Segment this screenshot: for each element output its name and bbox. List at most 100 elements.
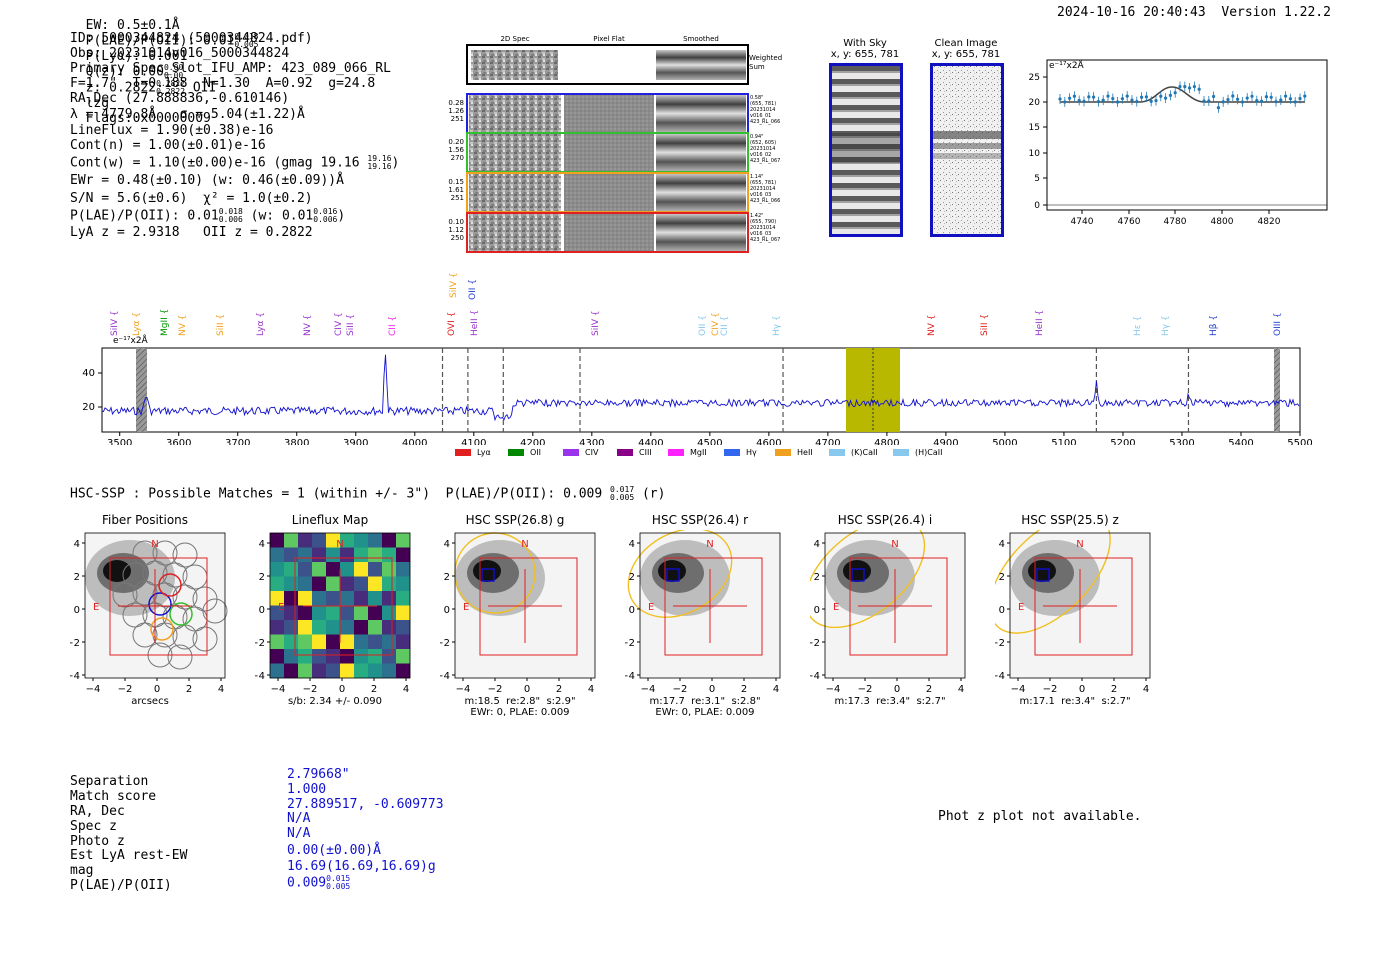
cutout-ytick-label: 0	[259, 605, 265, 616]
cutout-ytick-label: −2	[810, 638, 820, 649]
cutout-ytick-label: 2	[74, 572, 80, 583]
spectrum-xtick-label: 4300	[579, 438, 604, 445]
info-plae-line: P(LAE)/P(OII): 0.01 0.018 0.006 (w: 0.01 0.…	[70, 207, 346, 224]
stamp-row-4	[466, 212, 749, 253]
match-val-plae-hi: 0.015	[326, 874, 351, 883]
zoom-point	[1120, 97, 1124, 101]
spectrum-xtick-label: 3500	[107, 438, 132, 445]
cutout-xtick-label: 2	[556, 684, 562, 695]
cutout-xtick-label: −2	[118, 684, 133, 695]
search-box	[664, 557, 763, 656]
lineflux-pixel	[382, 533, 397, 548]
stamp-3-l2: 251	[450, 194, 464, 202]
zoom-point	[1159, 94, 1163, 98]
lineflux-pixel	[312, 576, 327, 592]
lineflux-pixel	[326, 605, 341, 621]
spectrum-mask-left	[136, 348, 147, 432]
spectrum-xtick-label: 5100	[1051, 438, 1076, 445]
lineflux-pixel	[270, 649, 285, 664]
cutout-frame	[84, 532, 226, 679]
cutout-xtick-label: −4	[826, 684, 841, 695]
header-ew-unit: Å	[171, 18, 180, 33]
lineflux-pixel	[396, 547, 411, 563]
legend-swatch	[829, 449, 845, 456]
aperture-box	[666, 568, 680, 582]
lineflux-pixel	[298, 663, 313, 679]
zoom-point	[1192, 84, 1196, 89]
aperture-box	[851, 568, 865, 582]
match-label-radec: RA, Dec	[70, 804, 125, 819]
zoom-point	[1101, 98, 1105, 102]
cutout-ytick-label: 4	[814, 539, 820, 550]
cutout-xtick-label: −2	[303, 684, 318, 695]
spectrum-xtick-label: 4900	[933, 438, 958, 445]
info-id: ID: 5000344824 (5000344824.pdf)	[70, 31, 313, 46]
info-lambda: λ = 4779.8Å σ = 5.04(±1.22)Å	[70, 107, 305, 122]
spectrum-plot: 40 20 3500 3600 3700 3800 3900 4000 4100 4200 430…	[82, 347, 1313, 445]
spectral-line-label: SiIV {	[449, 272, 459, 298]
lineflux-pixel	[298, 576, 313, 592]
match-label-photoz: Photo z	[70, 834, 125, 849]
fiber-circle-red	[158, 573, 182, 597]
north-label: N	[1076, 539, 1083, 550]
cutout-xtick-label: −4	[641, 684, 656, 695]
zoom-point	[1116, 100, 1120, 104]
spectral-line-label: OVI {	[447, 311, 457, 336]
lineflux-pixel	[354, 605, 369, 621]
info-radec: RA,Dec (27.888836,-0.610146)	[70, 91, 290, 106]
clean-image-title-block: Clean Image x, y: 655, 781	[926, 38, 1006, 60]
spectrum-xtick-label: 4400	[638, 438, 663, 445]
lineflux-pixel	[396, 562, 411, 577]
lineflux-pixel	[340, 649, 355, 664]
lineflux-pixel	[340, 605, 355, 621]
match-label-mag: mag	[70, 863, 94, 878]
zoom-point	[1135, 100, 1139, 104]
stamp-row-3-right: 1.14" (655, 781) 20231014 v016_03 423_RL_066	[750, 174, 780, 204]
cutout-caption: m:17.3 re:3.4" s:2.7"	[834, 696, 946, 707]
lineflux-pixel	[354, 591, 369, 606]
stamp-2-r2: 20231014	[750, 146, 776, 152]
stamp-4-r0: 1.42"	[750, 213, 764, 219]
search-box	[294, 557, 393, 656]
cutout-xtick-label: −2	[858, 684, 873, 695]
cutout-xtick-label: 2	[186, 684, 192, 695]
fiber-circle-orange	[150, 617, 174, 641]
zoom-xtick-label: 4800	[1211, 217, 1234, 227]
header-version: Version 1.22.2	[1221, 5, 1331, 20]
fiber-circle	[112, 582, 138, 608]
cutout-ytick-label: −2	[255, 638, 265, 649]
north-label: N	[706, 539, 713, 550]
aperture-box	[481, 568, 495, 582]
lineflux-pixel	[284, 634, 299, 650]
cutout-xtick-label: 2	[1111, 684, 1117, 695]
info-contw-lo: 19.16	[367, 162, 392, 171]
lineflux-pixel	[368, 576, 383, 592]
info-sn: S/N = 5.6(±0.6) χ² = 1.0(±0.2)	[70, 191, 313, 206]
match-label-ew: Est LyA rest-EW	[70, 848, 188, 863]
info-lineflux: LineFlux = 1.90(±0.38)e-16	[70, 123, 274, 138]
north-label: N	[151, 539, 158, 550]
cutout-xtick-label: 0	[894, 684, 900, 695]
zoom-point	[1092, 95, 1096, 99]
spectral-line-label: CIV {	[334, 312, 344, 336]
cutout-caption: m:17.1 re:3.4" s:2.7"	[1019, 696, 1131, 707]
cutout-xtick-label: −4	[1011, 684, 1026, 695]
stamps-svg	[466, 44, 749, 253]
stamp-4-r2: 20231014	[750, 225, 776, 231]
source-ellipse	[454, 532, 536, 614]
cutout-panel: N E 4 2 0 −2 −4 −4 −2 0 2 4	[625, 530, 781, 695]
hsc-header-band: (r)	[641, 486, 666, 502]
lineflux-pixel	[340, 634, 355, 650]
header-plae-lo: 0.005	[234, 40, 259, 49]
cutout-frame	[269, 532, 411, 679]
lineflux-pixel	[298, 562, 313, 577]
match-val-separation: 2.79668"	[287, 767, 350, 782]
info-plae-hi: 0.018	[218, 207, 243, 216]
lineflux-pixel	[382, 562, 397, 577]
zoom-point	[1303, 94, 1307, 98]
info-plae: P(LAE)/P(OII): 0.01	[70, 208, 219, 224]
zoom-xtick-label: 4780	[1164, 217, 1187, 227]
stamp-1-r1: (655, 781)	[750, 101, 777, 107]
lineflux-pixel	[368, 591, 383, 606]
spectrum-yticks: 40 20	[82, 368, 102, 413]
